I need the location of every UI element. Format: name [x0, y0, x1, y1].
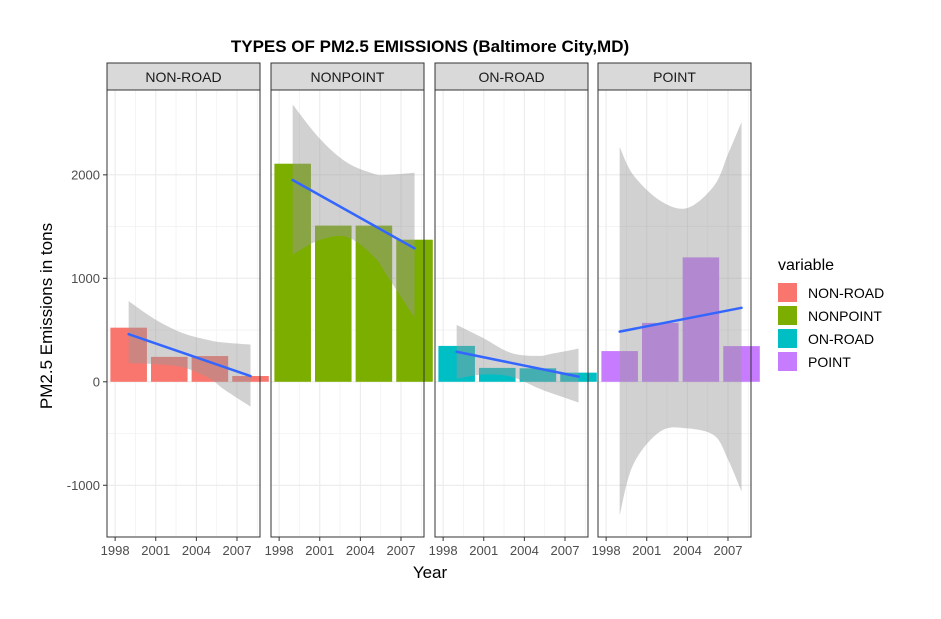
legend-label-nonpoint: NONPOINT	[808, 308, 882, 324]
bar-non-road-2008	[232, 376, 269, 382]
x-tick-label: 2001	[469, 543, 498, 558]
y-tick-label: 0	[93, 374, 100, 389]
facet-strip-label: POINT	[653, 69, 696, 85]
trend-line-non-road	[127, 332, 252, 378]
y-axis: -1000 0 1000 2000	[67, 167, 107, 493]
x-tick-label: 2001	[632, 543, 661, 558]
bar-non-road-1999	[110, 327, 147, 382]
trend-line-point	[618, 306, 743, 333]
panel-background	[435, 90, 588, 537]
panel-border	[270, 89, 425, 538]
x-tick-label: 1998	[592, 543, 621, 558]
panel-border	[597, 89, 752, 538]
panel-background	[598, 90, 751, 537]
legend-key-point	[778, 352, 797, 371]
bar-nonpoint-2008	[396, 239, 433, 382]
trend-line-nonpoint	[291, 178, 416, 250]
facet-strip	[270, 62, 425, 91]
bar-point-2008	[723, 346, 760, 382]
panel-background	[107, 90, 260, 537]
y-tick-label: 1000	[71, 271, 100, 286]
x-tick-label: 1998	[101, 543, 130, 558]
bar-non-road-2005	[191, 356, 229, 382]
bar-point-2005	[682, 257, 720, 382]
bar-nonpoint-2005	[355, 225, 393, 382]
y-axis-title: PM2.5 Emissions in tons	[37, 223, 56, 409]
facet-strip-label: NONPOINT	[311, 69, 385, 85]
x-tick-label: 2004	[182, 543, 211, 558]
bar-on-road-2002	[479, 367, 516, 382]
x-tick-label: 2007	[223, 543, 252, 558]
legend: variable NON-ROAD NONPOINT ON-ROAD POINT	[778, 257, 884, 371]
bar-point-1999	[601, 351, 638, 382]
facet-strip-label: NON-ROAD	[145, 69, 221, 85]
bar-on-road-2005	[519, 368, 557, 382]
x-tick-label: 2001	[141, 543, 170, 558]
legend-title: variable	[778, 257, 834, 274]
x-tick-label: 1998	[429, 543, 458, 558]
legend-label-point: POINT	[808, 354, 851, 370]
panel-point: POINT 1998 2001 2004 2007	[592, 62, 760, 558]
facet-strip	[434, 62, 589, 91]
confidence-band-nonpoint	[292, 104, 415, 318]
x-tick-label: 2004	[346, 543, 375, 558]
y-tick-label: -1000	[67, 478, 100, 493]
x-tick-label: 2004	[510, 543, 539, 558]
facet-strip-label: ON-ROAD	[478, 69, 544, 85]
facet-strip	[106, 62, 261, 91]
panel-border	[434, 89, 589, 538]
y-tick-label: 2000	[71, 167, 100, 182]
legend-key-nonpoint	[778, 306, 797, 325]
legend-label-non-road: NON-ROAD	[808, 285, 884, 301]
x-axis-title: Year	[413, 563, 448, 582]
facet-panels: NON-ROAD 1998 2001 2004 2007 NONPOINT 1998 2001…	[101, 62, 760, 558]
x-tick-label: 2004	[673, 543, 702, 558]
x-tick-label: 1998	[265, 543, 294, 558]
chart-title: TYPES OF PM2.5 EMISSIONS (Baltimore City…	[231, 37, 629, 56]
x-tick-label: 2007	[714, 543, 743, 558]
facet-strip	[597, 62, 752, 91]
trend-line-on-road	[455, 350, 580, 378]
legend-key-non-road	[778, 283, 797, 302]
bar-nonpoint-2002	[315, 225, 352, 382]
bar-non-road-2002	[151, 356, 188, 382]
panel-nonpoint: NONPOINT 1998 2001 2004 2007	[265, 62, 433, 558]
legend-label-on-road: ON-ROAD	[808, 331, 874, 347]
panel-non-road: NON-ROAD 1998 2001 2004 2007	[101, 62, 269, 558]
x-tick-label: 2001	[305, 543, 334, 558]
bar-nonpoint-1999	[274, 163, 311, 382]
panel-on-road: ON-ROAD 1998 2001 2004 2007	[429, 62, 597, 558]
panel-border	[106, 89, 261, 538]
x-tick-label: 2007	[551, 543, 580, 558]
bar-point-2002	[642, 322, 679, 382]
x-tick-label: 2007	[387, 543, 416, 558]
legend-key-on-road	[778, 329, 797, 348]
